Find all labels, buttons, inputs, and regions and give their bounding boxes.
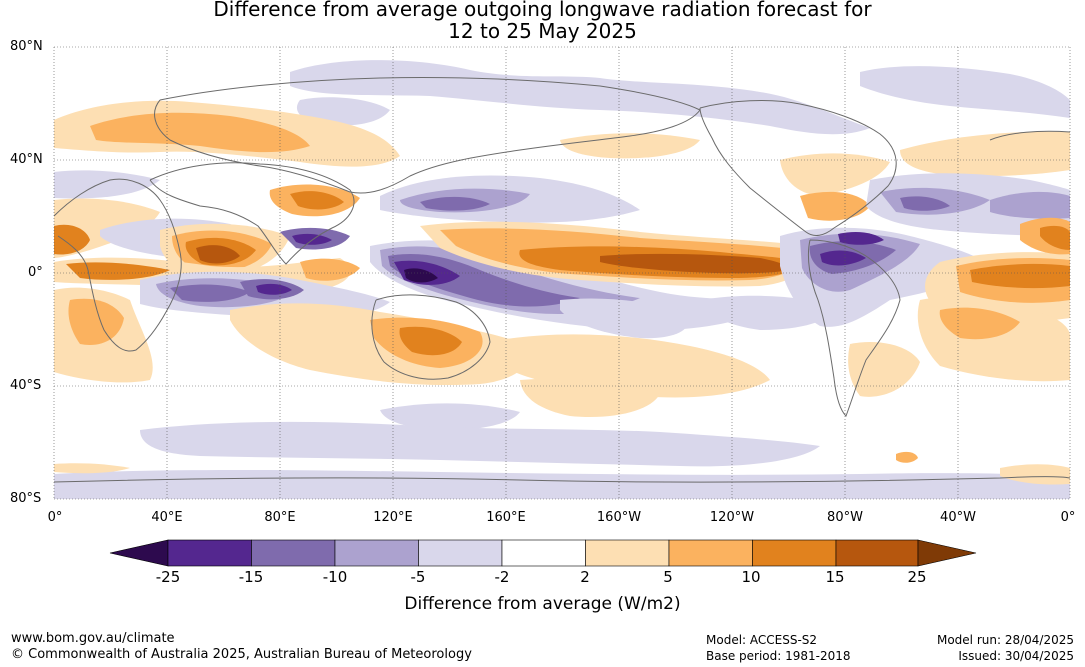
- anomaly-patch: [970, 263, 1070, 289]
- lon-label: 80°E: [264, 510, 296, 525]
- colorbar-tick: 15: [825, 568, 845, 586]
- lon-label: 80°W: [827, 510, 863, 525]
- lat-label-80n: 80°N: [10, 39, 43, 54]
- anomaly-patch: [780, 153, 890, 196]
- anomaly-patch: [54, 224, 90, 255]
- colorbar-cell: [668, 539, 753, 567]
- anomaly-patch: [820, 250, 866, 266]
- base-period: Base period: 1981-2018: [706, 649, 851, 663]
- map-field: [54, 47, 1070, 499]
- title-line-1: Difference from average outgoing longwav…: [213, 0, 872, 21]
- anomaly-patch: [560, 133, 700, 159]
- colorbar-arrow-high: [917, 539, 977, 567]
- coastlines: [54, 76, 1070, 483]
- graticule: [53, 46, 1071, 500]
- anomaly-patch: [939, 307, 1020, 340]
- colorbar-tick: -25: [155, 568, 181, 586]
- lon-label: 120°W: [709, 510, 755, 525]
- anomaly-patch: [900, 196, 950, 211]
- lat-label-80s: 80°S: [10, 491, 42, 506]
- anomaly-patch: [848, 342, 920, 397]
- lat-label-40s: 40°S: [10, 378, 42, 393]
- anomaly-patch: [54, 470, 1070, 499]
- lon-label: 40°W: [940, 510, 976, 525]
- chart-title: Difference from average outgoing longwav…: [0, 0, 1085, 42]
- anomaly-patch: [196, 245, 240, 264]
- anomaly-patch: [838, 232, 884, 245]
- lon-label: 40°E: [151, 510, 183, 525]
- anomaly-patch: [54, 463, 130, 474]
- colorbar-tick: -5: [410, 568, 426, 586]
- issued-date: Issued: 30/04/2025: [958, 649, 1074, 663]
- lat-label-eq: 0°: [28, 265, 43, 280]
- anomaly-patch: [520, 378, 660, 418]
- anomaly-patch: [420, 196, 490, 211]
- anomaly-patch: [1040, 225, 1070, 250]
- colorbar-tick: -10: [322, 568, 348, 586]
- colorbar-cell: [501, 539, 586, 567]
- anomaly-patch: [399, 326, 462, 356]
- anomaly-patch: [990, 191, 1070, 219]
- colorbar-cell: [167, 539, 252, 567]
- colorbar-tick: 2: [580, 568, 590, 586]
- colorbar-tick: 5: [663, 568, 673, 586]
- anomaly-patch: [860, 66, 1070, 118]
- anomaly-patch: [380, 403, 520, 431]
- anomaly-patch: [256, 283, 292, 295]
- colorbar-cell: [835, 539, 919, 567]
- lat-label-40n: 40°N: [10, 152, 43, 167]
- lon-label: 0°: [47, 510, 63, 525]
- anomaly-patch: [900, 131, 1070, 177]
- colorbar-tick: -2: [494, 568, 510, 586]
- colorbar-title: Difference from average (W/m2): [404, 594, 681, 614]
- anomaly-patch: [600, 253, 790, 274]
- model-name: Model: ACCESS-S2: [706, 633, 818, 647]
- lon-label: 120°E: [373, 510, 413, 525]
- lon-label: 160°W: [596, 510, 642, 525]
- lon-label: 160°E: [486, 510, 526, 525]
- colorbar-cell: [251, 539, 336, 567]
- colorbar-cell: [418, 539, 503, 567]
- anomaly-patch: [68, 298, 124, 345]
- anomaly-patch: [896, 451, 918, 463]
- colorbar-arrow-low: [109, 539, 169, 567]
- colorbar-tick: -15: [238, 568, 264, 586]
- anomaly-patch: [90, 112, 310, 153]
- anomaly-patch: [66, 262, 170, 280]
- anomaly-patch: [290, 191, 344, 210]
- anomaly-patch: [560, 298, 688, 339]
- colorbar: [109, 539, 977, 567]
- anomaly-patch: [404, 268, 438, 283]
- lon-label: 0°: [1060, 510, 1076, 525]
- model-run-date: Model run: 28/04/2025: [936, 633, 1074, 647]
- anomaly-patch: [54, 170, 160, 199]
- anomaly-patch: [290, 60, 870, 135]
- anomaly-patch: [140, 421, 820, 467]
- anomaly-patch: [292, 233, 332, 245]
- colorbar-cell: [334, 539, 419, 567]
- anomaly-patch: [800, 191, 870, 221]
- anomaly-patch: [300, 258, 360, 281]
- copyright-text: © Commonwealth of Australia 2025, Austra…: [11, 647, 472, 662]
- colorbar-cell: [752, 539, 837, 567]
- anomaly-patch: [1000, 464, 1070, 485]
- website-link[interactable]: www.bom.gov.au/climate: [11, 631, 175, 646]
- anomaly-patch: [170, 284, 250, 302]
- title-line-2: 12 to 25 May 2025: [448, 19, 637, 43]
- anomaly-patch: [700, 295, 840, 330]
- colorbar-tick: 25: [907, 568, 927, 586]
- colorbar-tick: 10: [741, 568, 761, 586]
- colorbar-cell: [585, 539, 670, 567]
